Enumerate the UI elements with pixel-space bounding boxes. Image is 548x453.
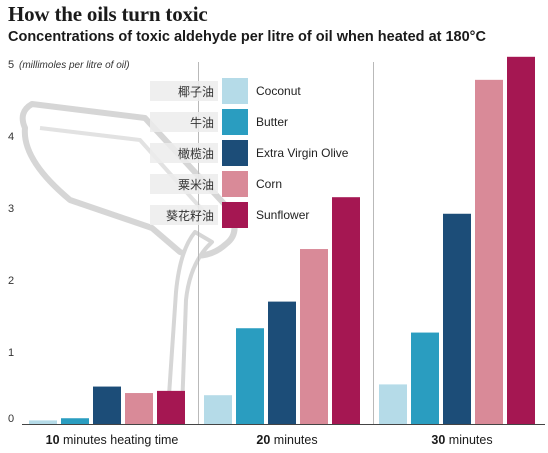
legend-swatch-butter xyxy=(222,109,248,135)
legend-label-coconut: Coconut xyxy=(256,84,301,98)
bar-extra-virgin-olive-3 xyxy=(443,213,471,424)
legend-swatch-extra-virgin-olive xyxy=(222,140,248,166)
bar-butter-3 xyxy=(411,332,439,424)
bar-extra-virgin-olive-2 xyxy=(268,301,296,424)
legend-cn-backdrop-extra-virgin-olive xyxy=(150,143,218,163)
bar-butter-1 xyxy=(61,418,89,424)
bar-sunflower-1 xyxy=(157,390,185,424)
legend-label-sunflower: Sunflower xyxy=(256,208,309,222)
bar-coconut-3 xyxy=(379,384,407,424)
x-category-label-1: 10 minutes heating time xyxy=(46,433,179,447)
x-category-label-3: 30 minutes xyxy=(431,433,492,447)
legend-swatch-corn xyxy=(222,171,248,197)
legend-cn-label-corn: 粟米油 xyxy=(178,178,214,192)
chart-subtitle: Concentrations of toxic aldehyde per lit… xyxy=(8,29,486,45)
legend-cn-label-coconut: 椰子油 xyxy=(178,84,214,99)
legend-cn-label-butter: 牛油 xyxy=(190,115,214,130)
y-tick-label-2: 2 xyxy=(8,275,14,287)
bar-corn-3 xyxy=(475,79,503,424)
legend-cn-backdrop-sunflower xyxy=(150,205,218,225)
legend-label-extra-virgin-olive: Extra Virgin Olive xyxy=(256,146,349,160)
legend-cn-backdrop-corn xyxy=(150,174,218,194)
chart-title: How the oils turn toxic xyxy=(8,2,208,26)
y-axis-unit-label: (millimoles per litre of oil) xyxy=(19,60,130,71)
legend-swatch-sunflower xyxy=(222,202,248,228)
y-tick-label-4: 4 xyxy=(8,131,14,143)
legend-cn-label-sunflower: 葵花籽油 xyxy=(166,208,214,223)
bar-butter-2 xyxy=(236,328,264,424)
bar-coconut-1 xyxy=(29,420,57,424)
legend-cn-backdrop-coconut xyxy=(150,81,218,101)
y-tick-label-1: 1 xyxy=(8,347,14,359)
legend-swatch-coconut xyxy=(222,78,248,104)
y-tick-label-5: 5 xyxy=(8,59,14,71)
bar-corn-1 xyxy=(125,393,153,424)
bar-extra-virgin-olive-1 xyxy=(93,386,121,424)
y-tick-label-3: 3 xyxy=(8,203,14,215)
x-category-label-2: 20 minutes xyxy=(256,433,317,447)
bar-coconut-2 xyxy=(204,395,232,424)
bar-sunflower-3 xyxy=(507,56,535,425)
legend-label-corn: Corn xyxy=(256,177,282,191)
legend-cn-label-extra-virgin-olive: 橄榄油 xyxy=(178,146,214,161)
legend-cn-backdrop-butter xyxy=(150,112,218,132)
bar-sunflower-2 xyxy=(332,197,360,424)
bar-corn-2 xyxy=(300,249,328,424)
y-tick-label-0: 0 xyxy=(8,413,14,425)
legend-label-butter: Butter xyxy=(256,115,288,129)
